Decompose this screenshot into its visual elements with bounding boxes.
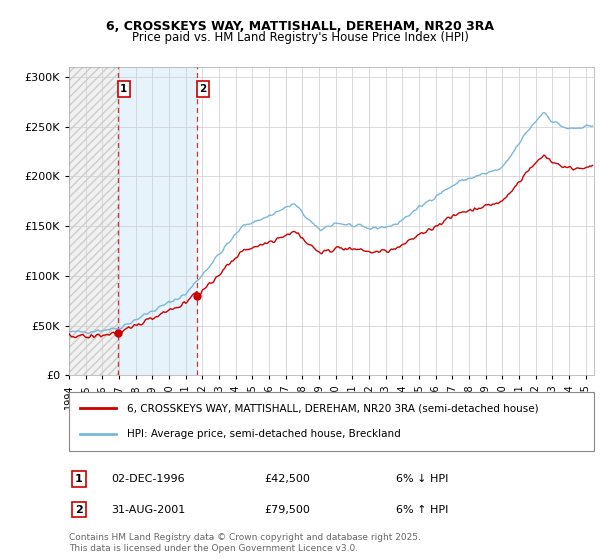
Text: 2: 2 — [75, 505, 83, 515]
Text: 6, CROSSKEYS WAY, MATTISHALL, DEREHAM, NR20 3RA (semi-detached house): 6, CROSSKEYS WAY, MATTISHALL, DEREHAM, N… — [127, 403, 538, 413]
Text: £79,500: £79,500 — [264, 505, 310, 515]
Text: 1: 1 — [120, 84, 127, 94]
Bar — [69, 67, 118, 375]
Text: 02-DEC-1996: 02-DEC-1996 — [111, 474, 185, 484]
Text: 6% ↓ HPI: 6% ↓ HPI — [396, 474, 448, 484]
Text: 31-AUG-2001: 31-AUG-2001 — [111, 505, 185, 515]
Text: 6% ↑ HPI: 6% ↑ HPI — [396, 505, 448, 515]
FancyBboxPatch shape — [69, 392, 594, 451]
Text: Price paid vs. HM Land Registry's House Price Index (HPI): Price paid vs. HM Land Registry's House … — [131, 31, 469, 44]
Text: £42,500: £42,500 — [264, 474, 310, 484]
Text: Contains HM Land Registry data © Crown copyright and database right 2025.
This d: Contains HM Land Registry data © Crown c… — [69, 533, 421, 553]
Text: 2: 2 — [199, 84, 206, 94]
Bar — [118, 67, 197, 375]
Text: 1: 1 — [75, 474, 83, 484]
Bar — [69, 67, 118, 375]
Text: HPI: Average price, semi-detached house, Breckland: HPI: Average price, semi-detached house,… — [127, 430, 401, 440]
Text: 6, CROSSKEYS WAY, MATTISHALL, DEREHAM, NR20 3RA: 6, CROSSKEYS WAY, MATTISHALL, DEREHAM, N… — [106, 20, 494, 32]
